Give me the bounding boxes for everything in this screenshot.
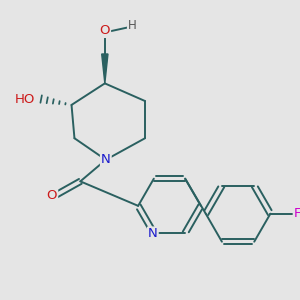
Text: F: F [294, 207, 300, 220]
Text: N: N [148, 227, 158, 241]
Text: N: N [101, 153, 111, 166]
Text: HO: HO [15, 93, 35, 106]
Text: O: O [100, 24, 110, 37]
Text: H: H [128, 19, 136, 32]
Text: O: O [47, 189, 57, 202]
Polygon shape [102, 54, 108, 83]
